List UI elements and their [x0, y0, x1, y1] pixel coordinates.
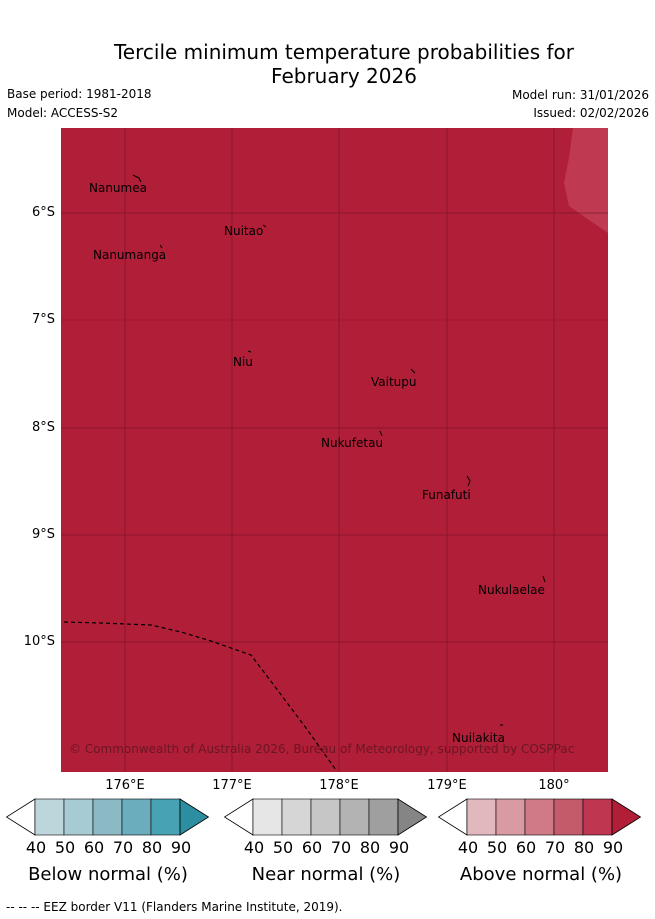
below-extension-low: [6, 798, 36, 836]
place-nuilakita: Nuilakita: [452, 731, 505, 745]
above-extension-low: [438, 798, 468, 836]
island-nanumea: [132, 174, 142, 183]
near-tick-50: 50: [272, 838, 294, 857]
island-nukulaelae: [542, 575, 546, 583]
above-segment-2: [495, 798, 526, 836]
near-tick-80: 80: [359, 838, 381, 857]
islands: [132, 174, 546, 726]
place-vaitupu: Vaitupu: [371, 375, 417, 389]
above-segment-5: [582, 798, 613, 836]
above-tick-50: 50: [486, 838, 508, 857]
colorbar-near-label: Near normal (%): [251, 864, 401, 885]
near-segment-2: [281, 798, 312, 836]
model-run: Model run: 31/01/2026: [511, 88, 649, 102]
eez-footnote: -- -- -- EEZ border V11 (Flanders Marine…: [6, 900, 343, 914]
lon-label-177e: 177°E: [212, 778, 252, 793]
below-segment-4: [121, 798, 152, 836]
near-segment-3: [310, 798, 341, 836]
lat-label-9s: 9°S: [31, 527, 55, 542]
colorbar-below-normal: [6, 798, 210, 836]
island-vaitupu: [410, 368, 416, 374]
below-tick-90: 90: [170, 838, 192, 857]
lon-label-176e: 176°E: [105, 778, 145, 793]
island-nanumanga: [159, 244, 163, 249]
place-niu: Niu: [233, 355, 253, 369]
issued-date: Issued: 02/02/2026: [533, 106, 649, 120]
island-niu: [247, 350, 252, 353]
island-nuitao: [262, 224, 267, 228]
colorbar-above-label: Above normal (%): [459, 864, 623, 885]
lat-label-8s: 8°S: [31, 420, 55, 435]
near-segment-4: [339, 798, 370, 836]
near-tick-70: 70: [330, 838, 352, 857]
title-line-2: February 2026: [271, 64, 417, 88]
below-segment-5: [150, 798, 181, 836]
lat-label-7s: 7°S: [31, 312, 55, 327]
above-tick-60: 60: [515, 838, 537, 857]
place-nanumanga: Nanumanga: [93, 248, 167, 262]
below-extension-high: [179, 798, 210, 836]
above-segment-4: [553, 798, 584, 836]
higher-probability-patch: [564, 128, 608, 233]
base-period: Base period: 1981-2018: [7, 87, 152, 101]
below-segment-1: [34, 798, 65, 836]
model-name: Model: ACCESS-S2: [7, 106, 119, 120]
above-tick-80: 80: [573, 838, 595, 857]
near-tick-90: 90: [388, 838, 410, 857]
above-extension-high: [611, 798, 642, 836]
lon-label-180: 180°: [538, 778, 570, 793]
chart-title: Tercile minimum temperature probabilitie…: [0, 40, 655, 88]
copyright-notice: © Commonwealth of Australia 2026, Bureau…: [69, 742, 575, 756]
eez-border: [63, 621, 337, 771]
island-funafuti: [466, 475, 471, 487]
near-tick-60: 60: [301, 838, 323, 857]
near-segment-1: [252, 798, 283, 836]
near-extension-high: [397, 798, 428, 836]
place-funafuti: Funafuti: [422, 488, 471, 502]
above-tick-90: 90: [602, 838, 624, 857]
graticule: [61, 128, 608, 772]
below-tick-80: 80: [141, 838, 163, 857]
place-nanumea: Nanumea: [89, 181, 147, 195]
above-segment-3: [524, 798, 555, 836]
lon-label-178e: 178°E: [319, 778, 359, 793]
island-nukufetau: [379, 430, 383, 437]
map-svg: [61, 128, 608, 772]
place-nukufetau: Nukufetau: [321, 436, 384, 450]
lon-label-179e: 179°E: [427, 778, 467, 793]
below-tick-40: 40: [25, 838, 47, 857]
near-tick-40: 40: [243, 838, 265, 857]
above-segment-1: [466, 798, 497, 836]
below-tick-70: 70: [112, 838, 134, 857]
lat-label-10s: 10°S: [23, 634, 55, 649]
below-segment-2: [63, 798, 94, 836]
above-tick-70: 70: [544, 838, 566, 857]
below-segment-3: [92, 798, 123, 836]
lat-label-6s: 6°S: [31, 205, 55, 220]
below-tick-50: 50: [54, 838, 76, 857]
colorbar-above-normal: [438, 798, 642, 836]
place-nuitao: Nuitao: [224, 224, 264, 238]
below-tick-60: 60: [83, 838, 105, 857]
colorbar-near-normal: [224, 798, 428, 836]
title-line-1: Tercile minimum temperature probabilitie…: [113, 40, 575, 64]
map: Nanumea Nuitao Nanumanga Niu Vaitupu Nuk…: [61, 128, 608, 772]
near-extension-low: [224, 798, 254, 836]
colorbar-below-label: Below normal (%): [28, 864, 188, 885]
near-segment-5: [368, 798, 399, 836]
place-nukulaelae: Nukulaelae: [478, 583, 545, 597]
above-tick-40: 40: [457, 838, 479, 857]
